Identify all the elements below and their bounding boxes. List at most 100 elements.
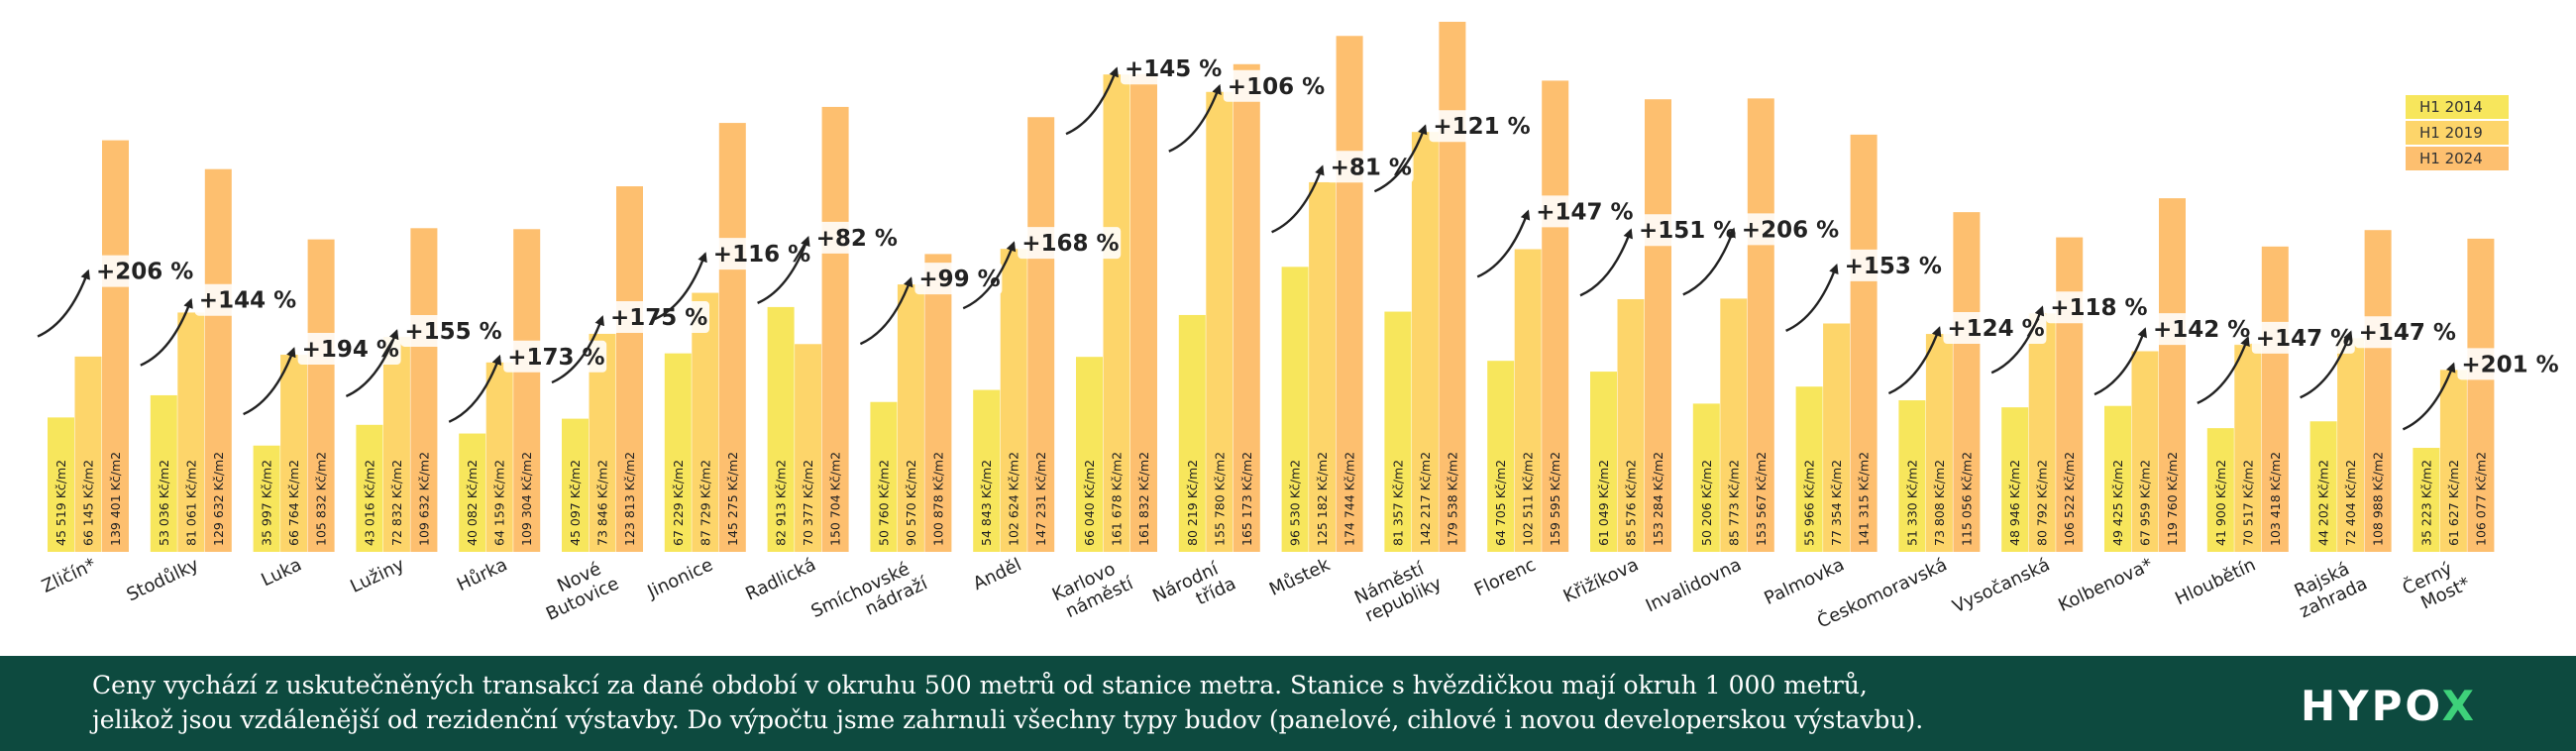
value-label-invalidovna-h1-2019: 85 773 Kč/m2 bbox=[1726, 460, 1741, 546]
value-label-zlicin-h1-2014: 45 519 Kč/m2 bbox=[54, 460, 68, 546]
growth-label-bg-namesti-republiky bbox=[1429, 110, 1533, 143]
value-label-ceskomoravska-h1-2024: 115 056 Kč/m2 bbox=[1959, 452, 1974, 546]
growth-label-andel: +168 % bbox=[1021, 231, 1119, 257]
bar-namesti-republiky-h1-2014 bbox=[1384, 311, 1412, 552]
growth-label-palmovka: +153 % bbox=[1845, 254, 1942, 279]
growth-label-bg-kolbenova bbox=[2149, 313, 2252, 346]
growth-label-bg-andel bbox=[1018, 227, 1122, 260]
bar-smichovske-nadrazi-h1-2014 bbox=[870, 401, 898, 552]
bar-namesti-republiky-h1-2019 bbox=[1411, 132, 1439, 552]
value-label-florenc-h1-2024: 159 595 Kč/m2 bbox=[1548, 452, 1562, 546]
growth-arrow-narodni-trida bbox=[1168, 83, 1222, 153]
value-label-luka-h1-2014: 35 997 Kč/m2 bbox=[260, 460, 274, 546]
bar-ceskomoravska-h1-2014 bbox=[1898, 400, 1926, 552]
value-label-zlicin-h1-2024: 139 401 Kč/m2 bbox=[108, 452, 123, 546]
growth-label-bg-vysocanska bbox=[2046, 291, 2150, 324]
growth-label-vysocanska: +118 % bbox=[2050, 295, 2147, 321]
growth-arrow-rajska-zahrada bbox=[2300, 330, 2353, 399]
growth-arrow-mustek bbox=[1271, 164, 1325, 234]
bar-karlovo-namesti-h1-2014 bbox=[1076, 357, 1103, 552]
bar-cerny-most-h1-2014 bbox=[2413, 448, 2440, 552]
category-label-line: Lužiny bbox=[347, 554, 407, 597]
growth-arrow-palmovka bbox=[1785, 264, 1839, 332]
bar-cerny-most-h1-2019 bbox=[2439, 370, 2467, 552]
bar-jinonice-h1-2019 bbox=[692, 292, 719, 552]
bar-vysocanska-h1-2024 bbox=[2056, 237, 2084, 552]
bar-mustek-h1-2019 bbox=[1309, 181, 1337, 552]
category-label-luka: Luka bbox=[259, 554, 305, 590]
bar-hurka-h1-2024 bbox=[513, 229, 541, 552]
category-label-radlicka: Radlická bbox=[742, 554, 818, 604]
growth-arrow-andel bbox=[962, 241, 1017, 310]
growth-label-hloubetin: +147 % bbox=[2256, 326, 2353, 352]
growth-arrow-invalidovna bbox=[1682, 227, 1736, 296]
value-label-rajska-zahrada-h1-2024: 108 988 Kč/m2 bbox=[2371, 452, 2386, 546]
growth-label-bg-narodni-trida bbox=[1223, 69, 1327, 102]
growth-arrow-radlicka bbox=[757, 236, 810, 305]
bar-radlicka-h1-2024 bbox=[821, 106, 849, 553]
category-label-line: Invalidovna bbox=[1643, 554, 1745, 616]
growth-label-bg-karlovo-namesti bbox=[1121, 53, 1224, 85]
growth-label-bg-palmovka bbox=[1840, 249, 1944, 281]
bar-luziny-h1-2019 bbox=[382, 336, 410, 552]
growth-label-karlovo-namesti: +145 % bbox=[1125, 56, 1222, 82]
bar-luka-h1-2014 bbox=[253, 445, 280, 552]
value-label-zlicin-h1-2019: 66 145 Kč/m2 bbox=[81, 460, 96, 546]
value-label-mustek-h1-2014: 96 530 Kč/m2 bbox=[1288, 460, 1303, 546]
growth-arrow-karlovo-namesti bbox=[1065, 66, 1119, 136]
value-label-jinonice-h1-2024: 145 275 Kč/m2 bbox=[725, 452, 740, 546]
legend-swatch-h1-2019 bbox=[2406, 121, 2509, 145]
bar-luka-h1-2019 bbox=[280, 355, 308, 552]
legend-label-h1-2019: H1 2019 bbox=[2419, 124, 2483, 142]
bar-rajska-zahrada-h1-2024 bbox=[2364, 230, 2392, 552]
category-label-line: Křižíkova bbox=[1560, 554, 1642, 606]
growth-arrow-cerny-most bbox=[2402, 362, 2456, 431]
bar-invalidovna-h1-2014 bbox=[1692, 403, 1720, 552]
value-label-andel-h1-2019: 102 624 Kč/m2 bbox=[1007, 452, 1021, 546]
growth-label-cerny-most: +201 % bbox=[2461, 352, 2558, 377]
growth-label-bg-stodulky bbox=[194, 283, 298, 316]
growth-label-mustek: +81 % bbox=[1331, 155, 1412, 180]
footer-note: Ceny vychází z uskutečněných transakcí z… bbox=[92, 668, 2222, 737]
value-label-vysocanska-h1-2014: 48 946 Kč/m2 bbox=[2007, 460, 2022, 546]
value-label-florenc-h1-2014: 64 705 Kč/m2 bbox=[1493, 460, 1508, 546]
legend-swatch-h1-2014 bbox=[2406, 95, 2509, 119]
value-label-namesti-republiky-h1-2014: 81 357 Kč/m2 bbox=[1390, 460, 1405, 546]
bar-karlovo-namesti-h1-2019 bbox=[1103, 74, 1130, 553]
category-label-line: Radlická bbox=[742, 554, 818, 604]
value-label-stodulky-h1-2014: 53 036 Kč/m2 bbox=[157, 460, 171, 546]
category-label-nove-butovice: NovéButovice bbox=[534, 554, 622, 624]
value-label-invalidovna-h1-2024: 153 567 Kč/m2 bbox=[1754, 452, 1769, 546]
bar-krizikova-h1-2019 bbox=[1617, 298, 1645, 552]
value-label-palmovka-h1-2019: 77 354 Kč/m2 bbox=[1829, 460, 1844, 546]
category-label-hloubetin: Hloubětín bbox=[2172, 554, 2259, 609]
value-label-karlovo-namesti-h1-2019: 161 678 Kč/m2 bbox=[1110, 452, 1125, 546]
bar-hloubetin-h1-2014 bbox=[2206, 428, 2234, 552]
value-label-radlicka-h1-2024: 150 704 Kč/m2 bbox=[828, 452, 843, 546]
value-label-krizikova-h1-2024: 153 284 Kč/m2 bbox=[1651, 452, 1665, 546]
bar-mustek-h1-2024 bbox=[1336, 36, 1363, 552]
bar-smichovske-nadrazi-h1-2019 bbox=[897, 284, 924, 552]
bar-hloubetin-h1-2019 bbox=[2234, 343, 2262, 552]
legend-label-h1-2014: H1 2014 bbox=[2419, 98, 2483, 116]
growth-label-bg-mustek bbox=[1326, 151, 1414, 183]
footer-note-line-1: Ceny vychází z uskutečněných transakcí z… bbox=[92, 671, 1868, 699]
value-label-palmovka-h1-2014: 55 966 Kč/m2 bbox=[1802, 460, 1817, 546]
growth-label-smichovske-nadrazi: +99 % bbox=[918, 267, 1000, 292]
value-label-hloubetin-h1-2019: 70 517 Kč/m2 bbox=[2240, 460, 2255, 546]
value-label-palmovka-h1-2024: 141 315 Kč/m2 bbox=[1857, 452, 1872, 546]
value-label-nove-butovice-h1-2024: 123 813 Kč/m2 bbox=[622, 452, 637, 546]
bar-andel-h1-2024 bbox=[1027, 117, 1055, 552]
bar-stodulky-h1-2024 bbox=[204, 168, 232, 552]
value-label-nove-butovice-h1-2019: 73 846 Kč/m2 bbox=[595, 460, 610, 546]
category-label-line: Hloubětín bbox=[2172, 554, 2259, 609]
growth-arrow-luziny bbox=[345, 329, 399, 398]
value-label-mustek-h1-2019: 125 182 Kč/m2 bbox=[1315, 452, 1330, 546]
category-label-line: Luka bbox=[259, 554, 305, 590]
bar-smichovske-nadrazi-h1-2024 bbox=[924, 254, 952, 552]
value-label-smichovske-nadrazi-h1-2014: 50 760 Kč/m2 bbox=[876, 460, 891, 546]
growth-label-radlicka: +82 % bbox=[816, 226, 898, 252]
bar-stodulky-h1-2019 bbox=[177, 312, 205, 552]
value-label-vysocanska-h1-2024: 106 522 Kč/m2 bbox=[2062, 452, 2077, 546]
bar-luziny-h1-2014 bbox=[356, 424, 383, 552]
